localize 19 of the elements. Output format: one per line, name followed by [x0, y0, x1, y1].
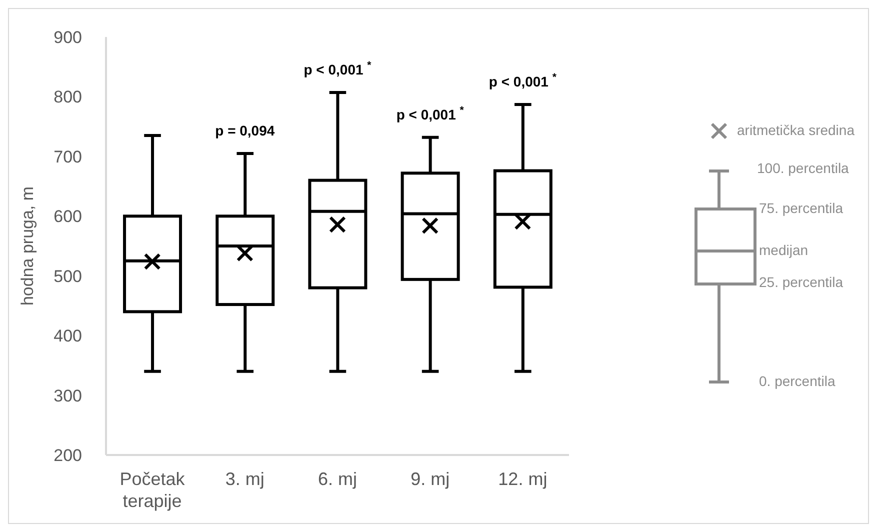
x-tick-label: 3. mj — [225, 469, 264, 489]
y-tick-label: 600 — [54, 207, 82, 226]
y-tick-label: 900 — [54, 28, 82, 48]
annotation: p < 0,001 $^{*}$ — [396, 104, 465, 122]
annotation: p < 0,001 $^{*}$ — [304, 60, 372, 78]
y-tick-label: 800 — [54, 88, 82, 107]
x-tick-label: 6. mj — [318, 469, 358, 489]
y-tick-label: 500 — [54, 266, 82, 286]
y-axis-title: hodna pruga, m — [18, 186, 38, 306]
y-tick-label: 700 — [54, 147, 82, 166]
x-tick-label: 9. mj — [410, 469, 450, 489]
x-tick-label: 12. mj — [498, 469, 548, 489]
y-tick-label: 200 — [54, 446, 82, 466]
y-tick-label: 400 — [54, 326, 82, 346]
x-tick-label: Početak terapije — [120, 469, 186, 511]
annotation: p < 0,001 $^{*}$ — [488, 71, 558, 90]
box-plot-key: aritmetička sredina 100. percentila 75. percentila medijan 25. percentila 0. percentila — [679, 109, 877, 389]
annotation: p = 0,094 — [215, 122, 275, 138]
y-tick-label: 300 — [54, 386, 82, 406]
